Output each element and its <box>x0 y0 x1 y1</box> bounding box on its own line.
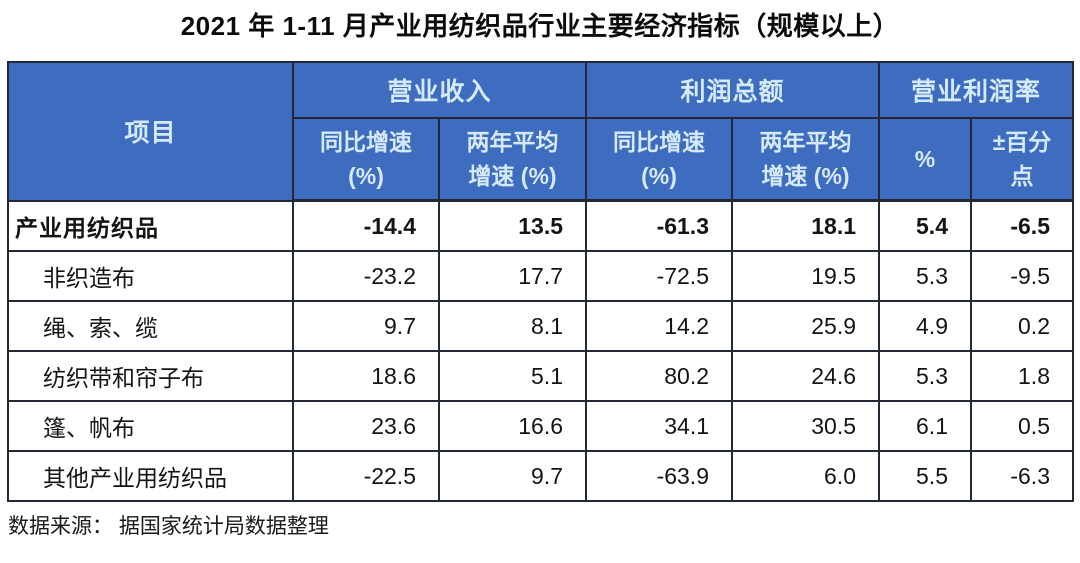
table-row-total: 产业用纺织品 -14.4 13.5 -61.3 18.1 5.4 -6.5 <box>7 199 1074 252</box>
cell-value: 6.0 <box>731 450 880 502</box>
table-row: 纺织带和帘子布 18.6 5.1 80.2 24.6 5.3 1.8 <box>7 350 1074 402</box>
cell-value: 0.2 <box>970 300 1074 352</box>
cell-value: -9.5 <box>970 250 1074 302</box>
cell-value: 5.3 <box>878 350 972 402</box>
table-body: 产业用纺织品 -14.4 13.5 -61.3 18.1 5.4 -6.5 非织… <box>7 199 1074 502</box>
cell-value: -6.5 <box>970 199 1074 252</box>
page-title: 2021 年 1-11 月产业用纺织品行业主要经济指标（规模以上） <box>180 11 900 41</box>
table-row: 绳、索、缆 9.7 8.1 14.2 25.9 4.9 0.2 <box>7 300 1074 352</box>
header-margin-pct: % <box>878 117 972 202</box>
row-label: 产业用纺织品 <box>7 199 294 252</box>
cell-value: 5.3 <box>878 250 972 302</box>
table-row: 篷、帆布 23.6 16.6 34.1 30.5 6.1 0.5 <box>7 400 1074 452</box>
cell-value: 1.8 <box>970 350 1074 402</box>
indicators-table-wrap: 项目 营业收入 利润总额 营业利润率 同比增速 (%) 两年平均 增速 (%) … <box>7 61 1074 502</box>
table-row: 其他产业用纺织品 -22.5 9.7 -63.9 6.0 5.5 -6.3 <box>7 450 1074 502</box>
row-label: 篷、帆布 <box>7 400 294 452</box>
cell-value: 19.5 <box>731 250 880 302</box>
cell-value: 6.1 <box>878 400 972 452</box>
cell-value: 80.2 <box>585 350 733 402</box>
cell-value: 5.1 <box>438 350 587 402</box>
cell-value: 25.9 <box>731 300 880 352</box>
header-profit-2yr-avg: 两年平均 增速 (%) <box>731 117 880 202</box>
row-label: 绳、索、缆 <box>7 300 294 352</box>
cell-value: 13.5 <box>438 199 587 252</box>
header-item: 项目 <box>7 61 294 202</box>
cell-value: 4.9 <box>878 300 972 352</box>
cell-value: 34.1 <box>585 400 733 452</box>
header-group-profit: 利润总额 <box>585 61 880 119</box>
header-margin-pp: ±百分 点 <box>970 117 1074 202</box>
row-label: 非织造布 <box>7 250 294 302</box>
cell-value: -6.3 <box>970 450 1074 502</box>
cell-value: 14.2 <box>585 300 733 352</box>
header-group-margin: 营业利润率 <box>878 61 1074 119</box>
cell-value: -22.5 <box>292 450 440 502</box>
header-profit-yoy: 同比增速 (%) <box>585 117 733 202</box>
table-header: 项目 营业收入 利润总额 营业利润率 同比增速 (%) 两年平均 增速 (%) … <box>7 61 1074 202</box>
row-label: 其他产业用纺织品 <box>7 450 294 502</box>
row-label: 纺织带和帘子布 <box>7 350 294 402</box>
cell-value: -61.3 <box>585 199 733 252</box>
cell-value: 9.7 <box>292 300 440 352</box>
indicators-table: 项目 营业收入 利润总额 营业利润率 同比增速 (%) 两年平均 增速 (%) … <box>7 61 1074 502</box>
header-revenue-yoy: 同比增速 (%) <box>292 117 440 202</box>
header-group-revenue: 营业收入 <box>292 61 587 119</box>
cell-value: 30.5 <box>731 400 880 452</box>
cell-value: 24.6 <box>731 350 880 402</box>
cell-value: -63.9 <box>585 450 733 502</box>
cell-value: -72.5 <box>585 250 733 302</box>
cell-value: -14.4 <box>292 199 440 252</box>
header-revenue-2yr-avg: 两年平均 增速 (%) <box>438 117 587 202</box>
cell-value: 5.4 <box>878 199 972 252</box>
table-row: 非织造布 -23.2 17.7 -72.5 19.5 5.3 -9.5 <box>7 250 1074 302</box>
cell-value: 5.5 <box>878 450 972 502</box>
cell-value: 17.7 <box>438 250 587 302</box>
cell-value: 18.1 <box>731 199 880 252</box>
cell-value: 18.6 <box>292 350 440 402</box>
header-group-row: 项目 营业收入 利润总额 营业利润率 <box>7 61 1074 202</box>
header-sub-row: 同比增速 (%) 两年平均 增速 (%) 同比增速 (%) 两年平均 增速 (%… <box>8 117 1074 202</box>
data-source-note: 数据来源： 据国家统计局数据整理 <box>8 515 329 538</box>
cell-value: 8.1 <box>438 300 587 352</box>
cell-value: 0.5 <box>970 400 1074 452</box>
cell-value: 9.7 <box>438 450 587 502</box>
cell-value: -23.2 <box>292 250 440 302</box>
cell-value: 16.6 <box>438 400 587 452</box>
cell-value: 23.6 <box>292 400 440 452</box>
